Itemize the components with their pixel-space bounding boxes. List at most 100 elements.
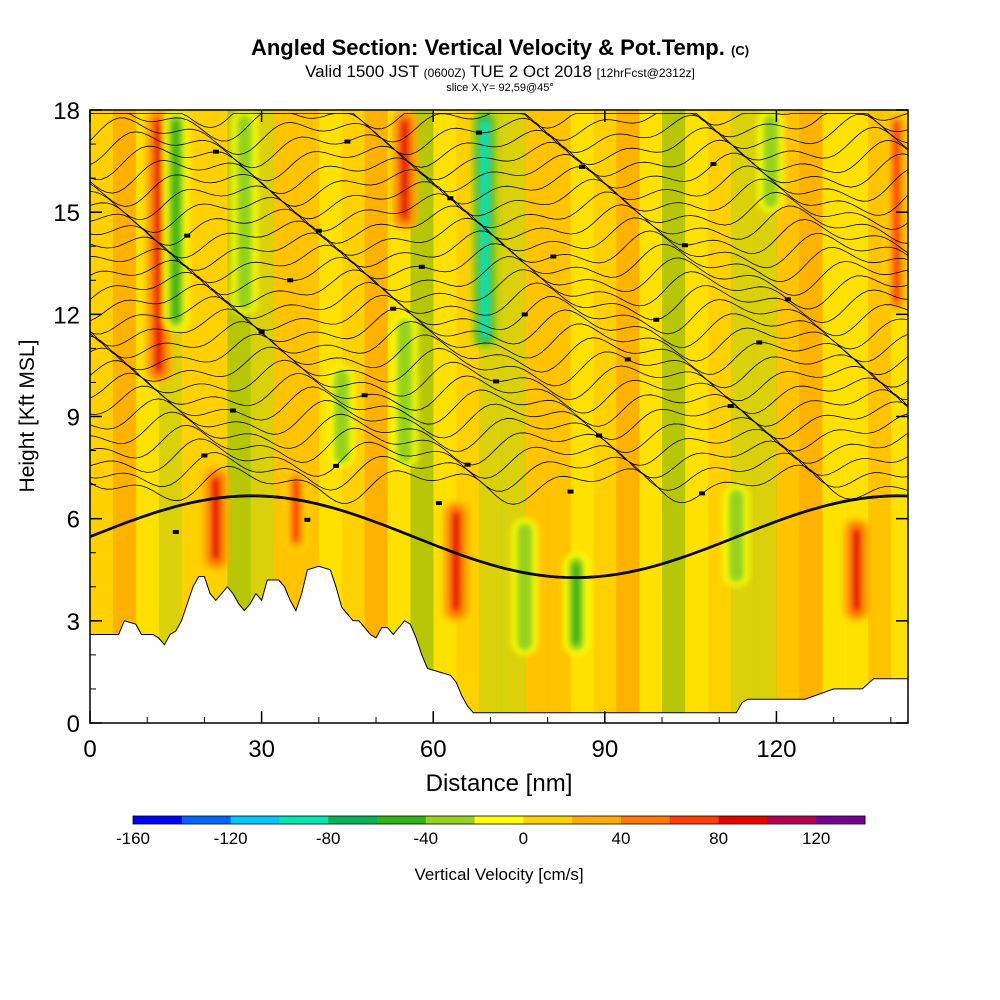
isentrope-line [90, 152, 908, 195]
isentrope-line [90, 256, 908, 296]
isentrope-line [90, 307, 908, 350]
updraft-cell [291, 477, 300, 543]
y-tick-label: 12 [53, 302, 80, 329]
isentrope-label-mark [653, 317, 660, 322]
isentrope-label-mark [727, 404, 734, 409]
isentrope-line [90, 113, 908, 130]
isentrope-line [90, 346, 908, 389]
isentrope-label-mark [550, 254, 557, 259]
colorbar-swatch [181, 816, 232, 824]
isentrope-label-mark [390, 306, 397, 311]
isentrope-label-mark [578, 164, 585, 169]
colorbar-swatch [816, 816, 866, 824]
x-tick-label: 30 [248, 736, 275, 763]
isentrope-line [90, 243, 908, 284]
isentrope-line [90, 113, 908, 156]
chart-title: Angled Section: Vertical Velocity & Pot.… [0, 36, 1000, 63]
colorbar-tick-label: 80 [709, 829, 728, 848]
y-axis: 0 3 6 9 12 15 18 [53, 98, 908, 738]
isentrope-line [90, 294, 908, 337]
isentrope-line [90, 321, 908, 363]
isentrope-line [90, 372, 908, 415]
isentropes [90, 113, 908, 579]
field-band [707, 110, 732, 723]
isentrope-line [90, 464, 908, 505]
colorbar-swatch [328, 816, 378, 824]
isentrope-line [90, 191, 908, 233]
downdraft-cell [766, 120, 775, 203]
colorbar-swatch [523, 816, 573, 824]
updraft-cell [452, 511, 461, 611]
field-band [364, 110, 388, 723]
x-tick-label: 0 [83, 736, 96, 763]
isentrope-line [90, 165, 908, 207]
isentrope-line [90, 282, 908, 324]
x-axis: 0 30 60 90 120 [83, 110, 892, 763]
colorbar-tick-label: 120 [802, 829, 830, 848]
plot-area [90, 110, 908, 723]
isentrope-label-mark [447, 196, 454, 201]
isentrope-label-mark [475, 130, 482, 135]
colorbar-tick-label: -80 [316, 829, 341, 848]
isentrope-label-mark [756, 340, 763, 345]
field-band [662, 110, 686, 723]
isentrope-line [90, 495, 908, 578]
valid-time: Valid 1500 JST (0600Z) TUE 2 Oct 2018 [1… [0, 63, 1000, 82]
velocity-cells [145, 110, 908, 655]
isentrope-label-mark [304, 517, 311, 522]
downdraft-cell [572, 562, 581, 645]
forecast-info: [12hrFcst@2312z] [596, 66, 695, 80]
isentrope-line [90, 178, 908, 221]
field-band [753, 110, 777, 723]
colorbar-swatch [425, 816, 476, 824]
colorbar-swatch [230, 816, 280, 824]
colorbar-tick-label: -160 [116, 829, 150, 848]
isentrope-label-mark [435, 501, 442, 506]
isentrope-label-mark [710, 162, 717, 167]
updraft-cell [852, 528, 861, 611]
field-band [593, 110, 617, 723]
isentrope-line [90, 269, 908, 310]
colorbar: -160 -120 -80 -40 0 40 80 120 [116, 815, 866, 848]
chart-header: Angled Section: Vertical Velocity & Pot.… [0, 36, 1000, 95]
colorbar-swatch [133, 816, 183, 824]
isentrope-label-mark [258, 329, 265, 334]
downdraft-cell [520, 528, 529, 645]
updraft-cell [154, 120, 163, 373]
y-tick-label: 6 [67, 507, 80, 534]
isentrope-line [90, 333, 908, 376]
colorbar-swatch [572, 816, 622, 824]
isentrope-label-mark [464, 462, 471, 467]
colorbar-swatch [669, 816, 720, 824]
colorbar-swatch [621, 816, 671, 824]
field-band [822, 110, 846, 723]
title-text: Angled Section: Vertical Velocity & Pot.… [250, 35, 725, 60]
isentrope-line [90, 217, 908, 259]
isentrope-line [90, 495, 908, 579]
updraft-cell [211, 477, 220, 560]
x-tick-label: 90 [591, 736, 618, 763]
isentrope-label-mark [172, 530, 179, 535]
isentrope-line [90, 438, 908, 479]
isentrope-label-mark [521, 312, 528, 317]
isentrope-label-mark [784, 297, 791, 302]
isentrope-line [90, 496, 908, 579]
colorbar-swatch [474, 816, 524, 824]
isentrope-line [90, 385, 908, 427]
colorbar-label: Vertical Velocity [cm/s] [414, 865, 583, 884]
y-tick-label: 18 [53, 98, 80, 125]
isentrope-line [90, 494, 908, 578]
isentrope-label-mark [332, 463, 339, 468]
field-band [204, 110, 228, 723]
x-axis-label: Distance [nm] [426, 770, 573, 797]
isentrope-line [90, 126, 908, 169]
isentrope-line [90, 230, 908, 271]
isentrope-label-mark [287, 278, 294, 283]
isentrope-line [90, 398, 908, 441]
colorbar-frame [132, 815, 866, 825]
field-band [112, 110, 137, 723]
y-tick-label: 15 [53, 200, 80, 227]
isentrope-label-mark [184, 233, 191, 238]
isentrope-label-mark [230, 408, 237, 413]
